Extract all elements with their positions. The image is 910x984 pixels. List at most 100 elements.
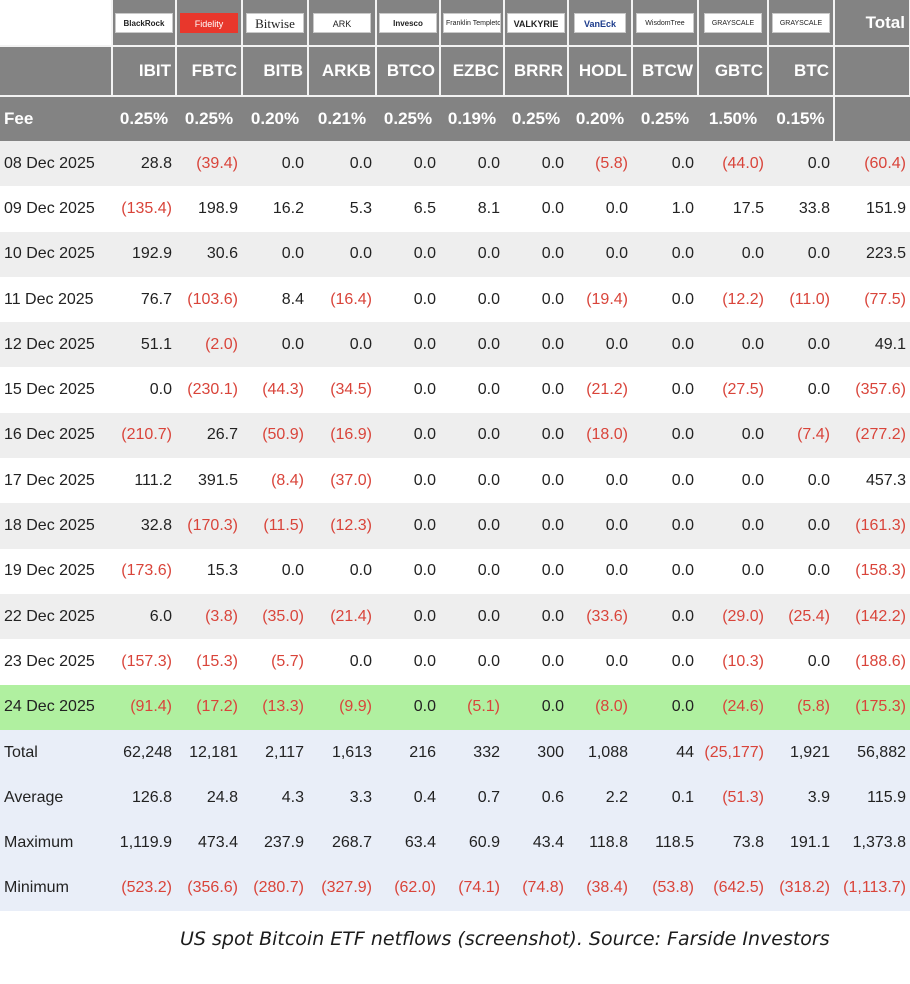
flow-value-btc: (5.8) <box>768 684 834 730</box>
flow-value-btcw: 0.0 <box>632 412 698 459</box>
flow-value-total: (357.6) <box>834 367 910 413</box>
summary-value-fbtc: (356.6) <box>176 865 242 912</box>
flow-value-ezbc: 0.0 <box>440 276 504 323</box>
flow-value-arkb: (12.3) <box>308 503 376 549</box>
row-date: 11 Dec 2025 <box>0 276 112 323</box>
flow-row: 22 Dec 2025 6.0 (3.8) (35.0) (21.4) 0.0 0.0 0.0… <box>0 593 910 640</box>
fee-label: Fee <box>0 95 112 141</box>
flow-value-brrr: 0.0 <box>504 593 568 640</box>
summary-value-gbtc: 73.8 <box>698 820 768 866</box>
ticker-ezbc: EZBC <box>440 45 505 96</box>
flow-value-ezbc: 0.0 <box>440 548 504 594</box>
summary-value-arkb: 1,613 <box>308 729 376 776</box>
summary-label: Average <box>0 775 112 821</box>
flow-value-total: (161.3) <box>834 503 910 549</box>
issuer-logo-cell: Fidelity <box>176 0 243 46</box>
flow-value-total: (175.3) <box>834 684 910 730</box>
ticker-hodl: HODL <box>568 45 633 96</box>
flow-value-total: 457.3 <box>834 458 910 504</box>
ticker-total-blank <box>834 45 910 96</box>
summary-value-btcw: 118.5 <box>632 820 698 866</box>
ticker-fbtc: FBTC <box>176 45 243 96</box>
flow-value-btcw: 0.0 <box>632 322 698 368</box>
flow-value-fbtc: (39.4) <box>176 141 242 187</box>
ticker-brrr: BRRR <box>504 45 569 96</box>
flow-value-btcw: 0.0 <box>632 231 698 277</box>
issuer-logo-grayscale: GRAYSCALE <box>704 12 762 33</box>
flow-row: 18 Dec 2025 32.8 (170.3) (11.5) (12.3) 0.0 0.0… <box>0 503 910 549</box>
ticker-bitb: BITB <box>242 45 309 96</box>
flow-value-hodl: 0.0 <box>568 322 632 368</box>
flow-value-btcw: 0.0 <box>632 593 698 640</box>
row-date: 15 Dec 2025 <box>0 367 112 413</box>
flow-value-fbtc: 198.9 <box>176 186 242 232</box>
flow-value-btc: 0.0 <box>768 231 834 277</box>
flow-row: 16 Dec 2025 (210.7) 26.7 (50.9) (16.9) 0.0 0.0… <box>0 412 910 459</box>
flow-value-total: 49.1 <box>834 322 910 368</box>
issuer-logo-franklin-templeton: Franklin Templeton <box>443 12 501 33</box>
flow-value-btc: (25.4) <box>768 593 834 640</box>
flow-value-total: (142.2) <box>834 593 910 640</box>
issuer-logo-ark: ARK <box>313 12 371 33</box>
summary-value-btc: (318.2) <box>768 865 834 912</box>
flow-value-ibit: (157.3) <box>112 639 176 685</box>
flow-value-total: (60.4) <box>834 141 910 187</box>
flow-value-bitb: 0.0 <box>242 231 308 277</box>
flow-value-gbtc: (27.5) <box>698 367 768 413</box>
flow-value-brrr: 0.0 <box>504 684 568 730</box>
issuer-logo-cell: ARK <box>308 0 377 46</box>
flow-value-ezbc: 8.1 <box>440 186 504 232</box>
summary-value-bitb: 237.9 <box>242 820 308 866</box>
flow-value-hodl: 0.0 <box>568 458 632 504</box>
flow-value-btc: 33.8 <box>768 186 834 232</box>
summary-value-brrr: 300 <box>504 729 568 776</box>
summary-value-arkb: (327.9) <box>308 865 376 912</box>
flow-value-brrr: 0.0 <box>504 276 568 323</box>
fee-btcw: 0.25% <box>632 95 698 141</box>
summary-value-hodl: 118.8 <box>568 820 632 866</box>
flow-value-bitb: (35.0) <box>242 593 308 640</box>
logo-header-corner <box>0 0 113 46</box>
flow-value-total: 151.9 <box>834 186 910 232</box>
flow-row: 12 Dec 2025 51.1 (2.0) 0.0 0.0 0.0 0.0 0.0 0.0 0.… <box>0 322 910 368</box>
fee-row: Fee 0.25% 0.25% 0.20% 0.21% 0.25% 0.19% 0.25% 0.… <box>0 95 910 141</box>
flow-value-brrr: 0.0 <box>504 141 568 187</box>
flow-value-arkb: (16.4) <box>308 276 376 323</box>
fee-btco: 0.25% <box>376 95 440 141</box>
total-header: Total <box>834 0 910 46</box>
summary-value-ezbc: (74.1) <box>440 865 504 912</box>
summary-value-hodl: 2.2 <box>568 775 632 821</box>
summary-row-maximum: Maximum 1,119.9 473.4 237.9 268.7 63.4 60.9 43.… <box>0 820 910 866</box>
flow-value-hodl: (18.0) <box>568 412 632 459</box>
summary-label: Minimum <box>0 865 112 912</box>
flow-value-brrr: 0.0 <box>504 367 568 413</box>
flow-value-brrr: 0.0 <box>504 412 568 459</box>
flow-value-fbtc: (103.6) <box>176 276 242 323</box>
flow-value-ezbc: 0.0 <box>440 639 504 685</box>
flow-value-btco: 0.0 <box>376 593 440 640</box>
flow-value-btco: 0.0 <box>376 412 440 459</box>
flow-value-bitb: 0.0 <box>242 141 308 187</box>
ticker-header-corner <box>0 45 113 96</box>
flow-value-btco: 0.0 <box>376 322 440 368</box>
summary-value-brrr: 0.6 <box>504 775 568 821</box>
issuer-logo-cell: BlackRock <box>112 0 177 46</box>
logo-header-row: BlackRock Fidelity Bitwise ARK Invesco Frankl… <box>0 0 910 46</box>
summary-value-ibit: 1,119.9 <box>112 820 176 866</box>
flow-value-btco: 0.0 <box>376 367 440 413</box>
flow-value-fbtc: (2.0) <box>176 322 242 368</box>
row-date: 10 Dec 2025 <box>0 231 112 277</box>
flow-value-ezbc: 0.0 <box>440 593 504 640</box>
flow-value-gbtc: (44.0) <box>698 141 768 187</box>
flow-value-btc: 0.0 <box>768 503 834 549</box>
flow-value-btco: 0.0 <box>376 458 440 504</box>
summary-value-gbtc: (642.5) <box>698 865 768 912</box>
flow-value-ibit: (91.4) <box>112 684 176 730</box>
flow-value-btcw: 0.0 <box>632 503 698 549</box>
row-date: 16 Dec 2025 <box>0 412 112 459</box>
summary-value-btc: 3.9 <box>768 775 834 821</box>
summary-value-total: (1,113.7) <box>834 865 910 912</box>
fee-fbtc: 0.25% <box>176 95 242 141</box>
flow-value-arkb: 0.0 <box>308 231 376 277</box>
summary-value-ibit: 126.8 <box>112 775 176 821</box>
